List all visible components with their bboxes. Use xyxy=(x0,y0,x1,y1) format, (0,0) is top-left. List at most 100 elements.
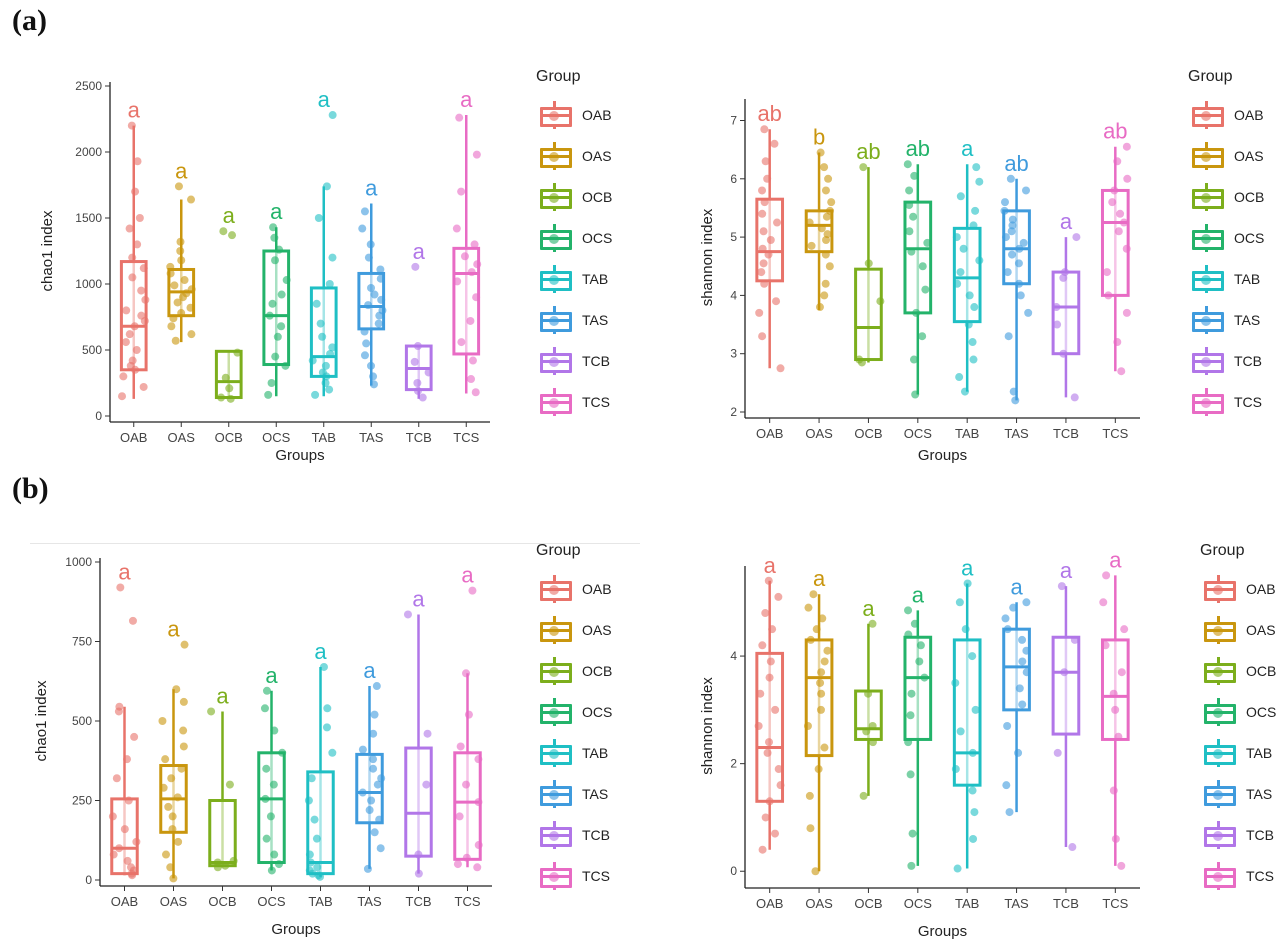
data-point xyxy=(1116,209,1125,218)
data-point xyxy=(918,332,927,341)
x-tick-label: TCB xyxy=(1053,896,1079,911)
data-point xyxy=(166,269,175,278)
data-point xyxy=(906,770,915,779)
legend-label: TCS xyxy=(1234,393,1262,410)
box-tab: a xyxy=(308,87,338,399)
data-point xyxy=(1024,308,1033,317)
data-point xyxy=(137,286,146,295)
data-point xyxy=(1117,668,1126,677)
data-point xyxy=(1014,259,1023,268)
data-point xyxy=(1099,598,1108,607)
data-point xyxy=(864,259,873,268)
significance-letter: ab xyxy=(1103,119,1127,144)
data-point xyxy=(126,863,135,872)
data-point xyxy=(918,262,927,271)
legend-label: TCB xyxy=(1246,826,1274,843)
data-point xyxy=(130,732,139,741)
legend-label: TAS xyxy=(582,785,609,802)
legend-item-oas: OAS xyxy=(536,135,612,176)
data-point xyxy=(904,630,913,639)
data-point xyxy=(952,233,961,242)
data-point xyxy=(328,111,337,120)
significance-letter: a xyxy=(216,683,229,708)
data-point xyxy=(270,850,279,859)
box-oas: b xyxy=(804,125,836,312)
data-point xyxy=(169,874,178,883)
data-point xyxy=(422,780,431,789)
data-point xyxy=(821,279,830,288)
data-point xyxy=(956,268,965,277)
x-tick-label: TCS xyxy=(1102,896,1128,911)
legend-item-tcs: TCS xyxy=(536,381,612,422)
significance-letter: a xyxy=(961,555,974,580)
box-tab: a xyxy=(304,639,337,881)
data-point xyxy=(462,780,471,789)
data-point xyxy=(817,668,826,677)
data-point xyxy=(414,850,423,859)
y-tick-label: 2 xyxy=(730,757,737,771)
data-point xyxy=(804,603,813,612)
box-oas: a xyxy=(803,566,834,876)
y-axis-title: shannon index xyxy=(699,677,716,775)
data-point xyxy=(1122,308,1131,317)
data-point xyxy=(314,214,323,222)
iqr-box xyxy=(804,638,834,758)
data-point xyxy=(855,355,864,364)
data-point xyxy=(180,276,189,285)
data-point xyxy=(413,386,422,395)
legend-b-shannon: Group OAB OAS OCB OCS TAB TAS TCB TCS xyxy=(1200,542,1276,896)
y-tick-label: 5 xyxy=(730,230,737,244)
data-point xyxy=(805,791,814,800)
data-point xyxy=(969,221,978,230)
data-point xyxy=(366,240,375,249)
x-tick-label: OAB xyxy=(756,896,783,911)
data-point xyxy=(1001,233,1010,242)
data-point xyxy=(909,212,918,221)
x-tick-label: OCB xyxy=(854,426,882,441)
data-point xyxy=(771,705,780,714)
data-point xyxy=(956,727,965,736)
legend-item-oab: OAB xyxy=(1200,568,1276,609)
data-point xyxy=(328,343,337,352)
legend-label: OCB xyxy=(582,662,613,679)
y-tick-label: 750 xyxy=(72,635,92,649)
legend-b-chao1: Group OAB OAS OCB OCS TAB TAS TCB TCS xyxy=(536,542,612,896)
legend-item-tcb: TCB xyxy=(1200,814,1276,855)
data-point xyxy=(363,864,372,873)
legend-key-icon xyxy=(1188,346,1224,375)
iqr-box xyxy=(903,200,933,315)
data-point xyxy=(951,765,960,774)
data-point xyxy=(806,824,815,833)
data-point xyxy=(1022,598,1031,607)
data-point xyxy=(758,186,767,195)
data-point xyxy=(318,368,327,377)
x-tick-label: TAS xyxy=(357,894,382,909)
legend-title: Group xyxy=(1200,542,1245,559)
data-point xyxy=(278,748,287,757)
data-point xyxy=(358,788,367,797)
data-point xyxy=(186,303,195,312)
divider xyxy=(30,543,640,544)
data-point xyxy=(770,139,779,148)
data-point xyxy=(1072,233,1081,242)
data-point xyxy=(180,640,189,649)
x-tick-label: OCS xyxy=(257,894,286,909)
data-point xyxy=(760,125,769,134)
data-point xyxy=(265,311,274,320)
data-point xyxy=(809,590,818,599)
data-point xyxy=(321,379,330,387)
data-point xyxy=(817,224,826,233)
data-point xyxy=(961,625,970,634)
legend-a-chao1: Group OAB OAS OCB OCS TAB TAS TCB TCS xyxy=(536,68,612,422)
data-point xyxy=(177,309,186,318)
legend-key-icon xyxy=(536,697,572,726)
data-point xyxy=(1053,320,1062,329)
significance-letter: ab xyxy=(856,139,880,164)
data-point xyxy=(221,861,230,870)
legend-key-icon xyxy=(536,182,572,211)
legend-item-ocb: OCB xyxy=(1188,176,1264,217)
legend-key-icon xyxy=(1188,182,1224,211)
data-point xyxy=(403,610,412,619)
significance-letter: a xyxy=(412,586,425,611)
legend-label: OCS xyxy=(1234,229,1265,246)
